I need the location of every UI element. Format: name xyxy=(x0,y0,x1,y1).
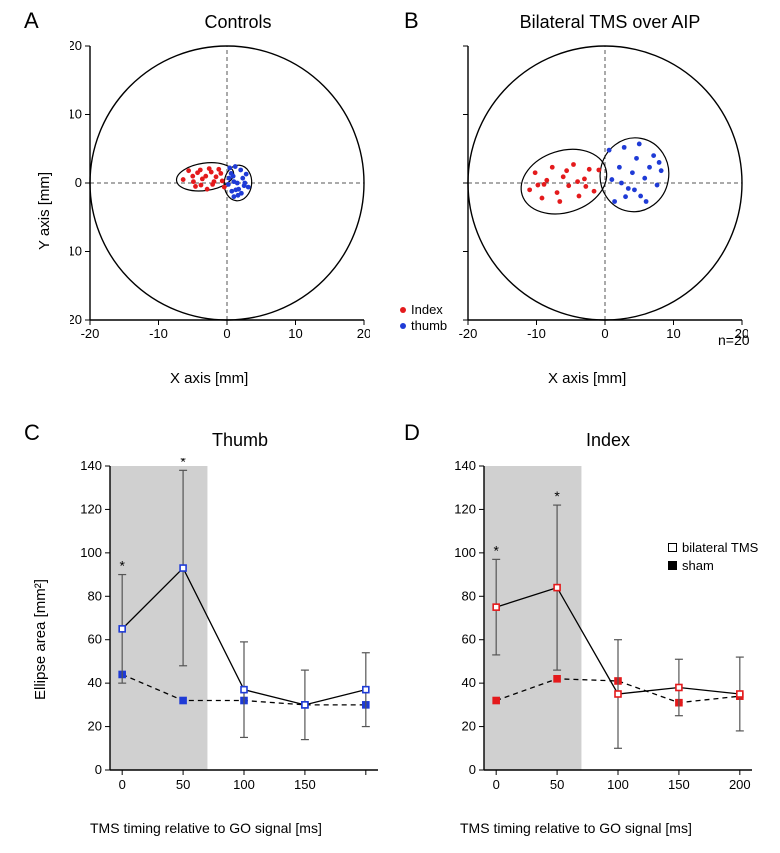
panel-b-label: B xyxy=(404,8,419,34)
svg-text:60: 60 xyxy=(88,632,102,647)
panel-c-ylabel: Ellipse area [mm²] xyxy=(32,579,49,700)
panel-d-title: Index xyxy=(508,430,708,451)
svg-text:120: 120 xyxy=(454,501,476,516)
panel-d-chart: 0 20 40 60 80 100 120 140 0 50 100 150 200 * * xyxy=(452,458,762,798)
svg-text:140: 140 xyxy=(454,458,476,473)
square-icon xyxy=(668,543,677,552)
svg-text:0: 0 xyxy=(469,762,476,777)
svg-text:-10: -10 xyxy=(149,326,168,340)
panel-a-xlabel: X axis [mm] xyxy=(170,370,248,387)
panel-b-xlabel: X axis [mm] xyxy=(548,370,626,387)
svg-text:80: 80 xyxy=(462,588,476,603)
panel-c-label: C xyxy=(24,420,40,446)
legend-sham-label: sham xyxy=(682,558,714,573)
svg-text:0: 0 xyxy=(75,175,82,190)
svg-text:60: 60 xyxy=(462,632,476,647)
svg-text:*: * xyxy=(180,458,186,469)
svg-text:0: 0 xyxy=(119,777,126,792)
dot-icon xyxy=(400,323,406,329)
panel-c-xlabel: TMS timing relative to GO signal [ms] xyxy=(90,820,322,836)
legend-index: Index xyxy=(400,302,443,317)
svg-text:10: 10 xyxy=(288,326,302,340)
svg-text:0: 0 xyxy=(601,326,608,340)
legend-index-label: Index xyxy=(411,302,443,317)
panel-c-chart: 0 20 40 60 80 100 120 140 0 50 100 150 * * xyxy=(78,458,388,798)
figure: A Controls -20-20-10-100010102020 Y axis… xyxy=(0,0,780,853)
panel-b-title: Bilateral TMS over AIP xyxy=(470,12,750,33)
svg-text:20: 20 xyxy=(357,326,370,340)
dot-icon xyxy=(400,307,406,313)
svg-text:-10: -10 xyxy=(527,326,546,340)
svg-text:-20: -20 xyxy=(81,326,100,340)
panel-d-label: D xyxy=(404,420,420,446)
svg-text:200: 200 xyxy=(729,777,751,792)
svg-text:40: 40 xyxy=(88,675,102,690)
svg-text:150: 150 xyxy=(294,777,316,792)
svg-text:10: 10 xyxy=(666,326,680,340)
panel-a-title: Controls xyxy=(118,12,358,33)
svg-text:0: 0 xyxy=(95,762,102,777)
legend-thumb-label: thumb xyxy=(411,318,447,333)
panel-d-xlabel: TMS timing relative to GO signal [ms] xyxy=(460,820,692,836)
svg-text:-10: -10 xyxy=(70,244,82,259)
svg-text:*: * xyxy=(554,488,560,504)
legend-bilateral: bilateral TMS xyxy=(668,540,758,555)
svg-text:40: 40 xyxy=(462,675,476,690)
svg-text:150: 150 xyxy=(668,777,690,792)
n-label: n=20 xyxy=(718,332,750,348)
svg-text:100: 100 xyxy=(607,777,629,792)
svg-text:20: 20 xyxy=(88,719,102,734)
legend-thumb: thumb xyxy=(400,318,447,333)
svg-text:20: 20 xyxy=(70,40,82,53)
svg-text:10: 10 xyxy=(70,107,82,122)
svg-text:50: 50 xyxy=(176,777,190,792)
svg-text:140: 140 xyxy=(80,458,102,473)
svg-text:*: * xyxy=(493,542,499,558)
panel-c-title: Thumb xyxy=(140,430,340,451)
svg-text:100: 100 xyxy=(454,545,476,560)
svg-text:100: 100 xyxy=(233,777,255,792)
svg-text:50: 50 xyxy=(550,777,564,792)
legend-bilateral-label: bilateral TMS xyxy=(682,540,758,555)
svg-text:20: 20 xyxy=(462,719,476,734)
panel-a-chart: -20-20 -10 -10 0 0 10 10 20 20 xyxy=(70,40,370,340)
legend-sham: sham xyxy=(668,558,714,573)
svg-text:0: 0 xyxy=(493,777,500,792)
panel-b-chart: -20-1001020 xyxy=(448,40,748,340)
svg-text:-20: -20 xyxy=(70,312,82,327)
svg-text:80: 80 xyxy=(88,588,102,603)
panel-a-ylabel: Y axis [mm] xyxy=(36,172,53,250)
panel-a-label: A xyxy=(24,8,39,34)
svg-text:*: * xyxy=(119,558,125,574)
svg-text:120: 120 xyxy=(80,501,102,516)
svg-text:100: 100 xyxy=(80,545,102,560)
svg-text:-20: -20 xyxy=(459,326,478,340)
square-icon xyxy=(668,561,677,570)
svg-text:0: 0 xyxy=(223,326,230,340)
